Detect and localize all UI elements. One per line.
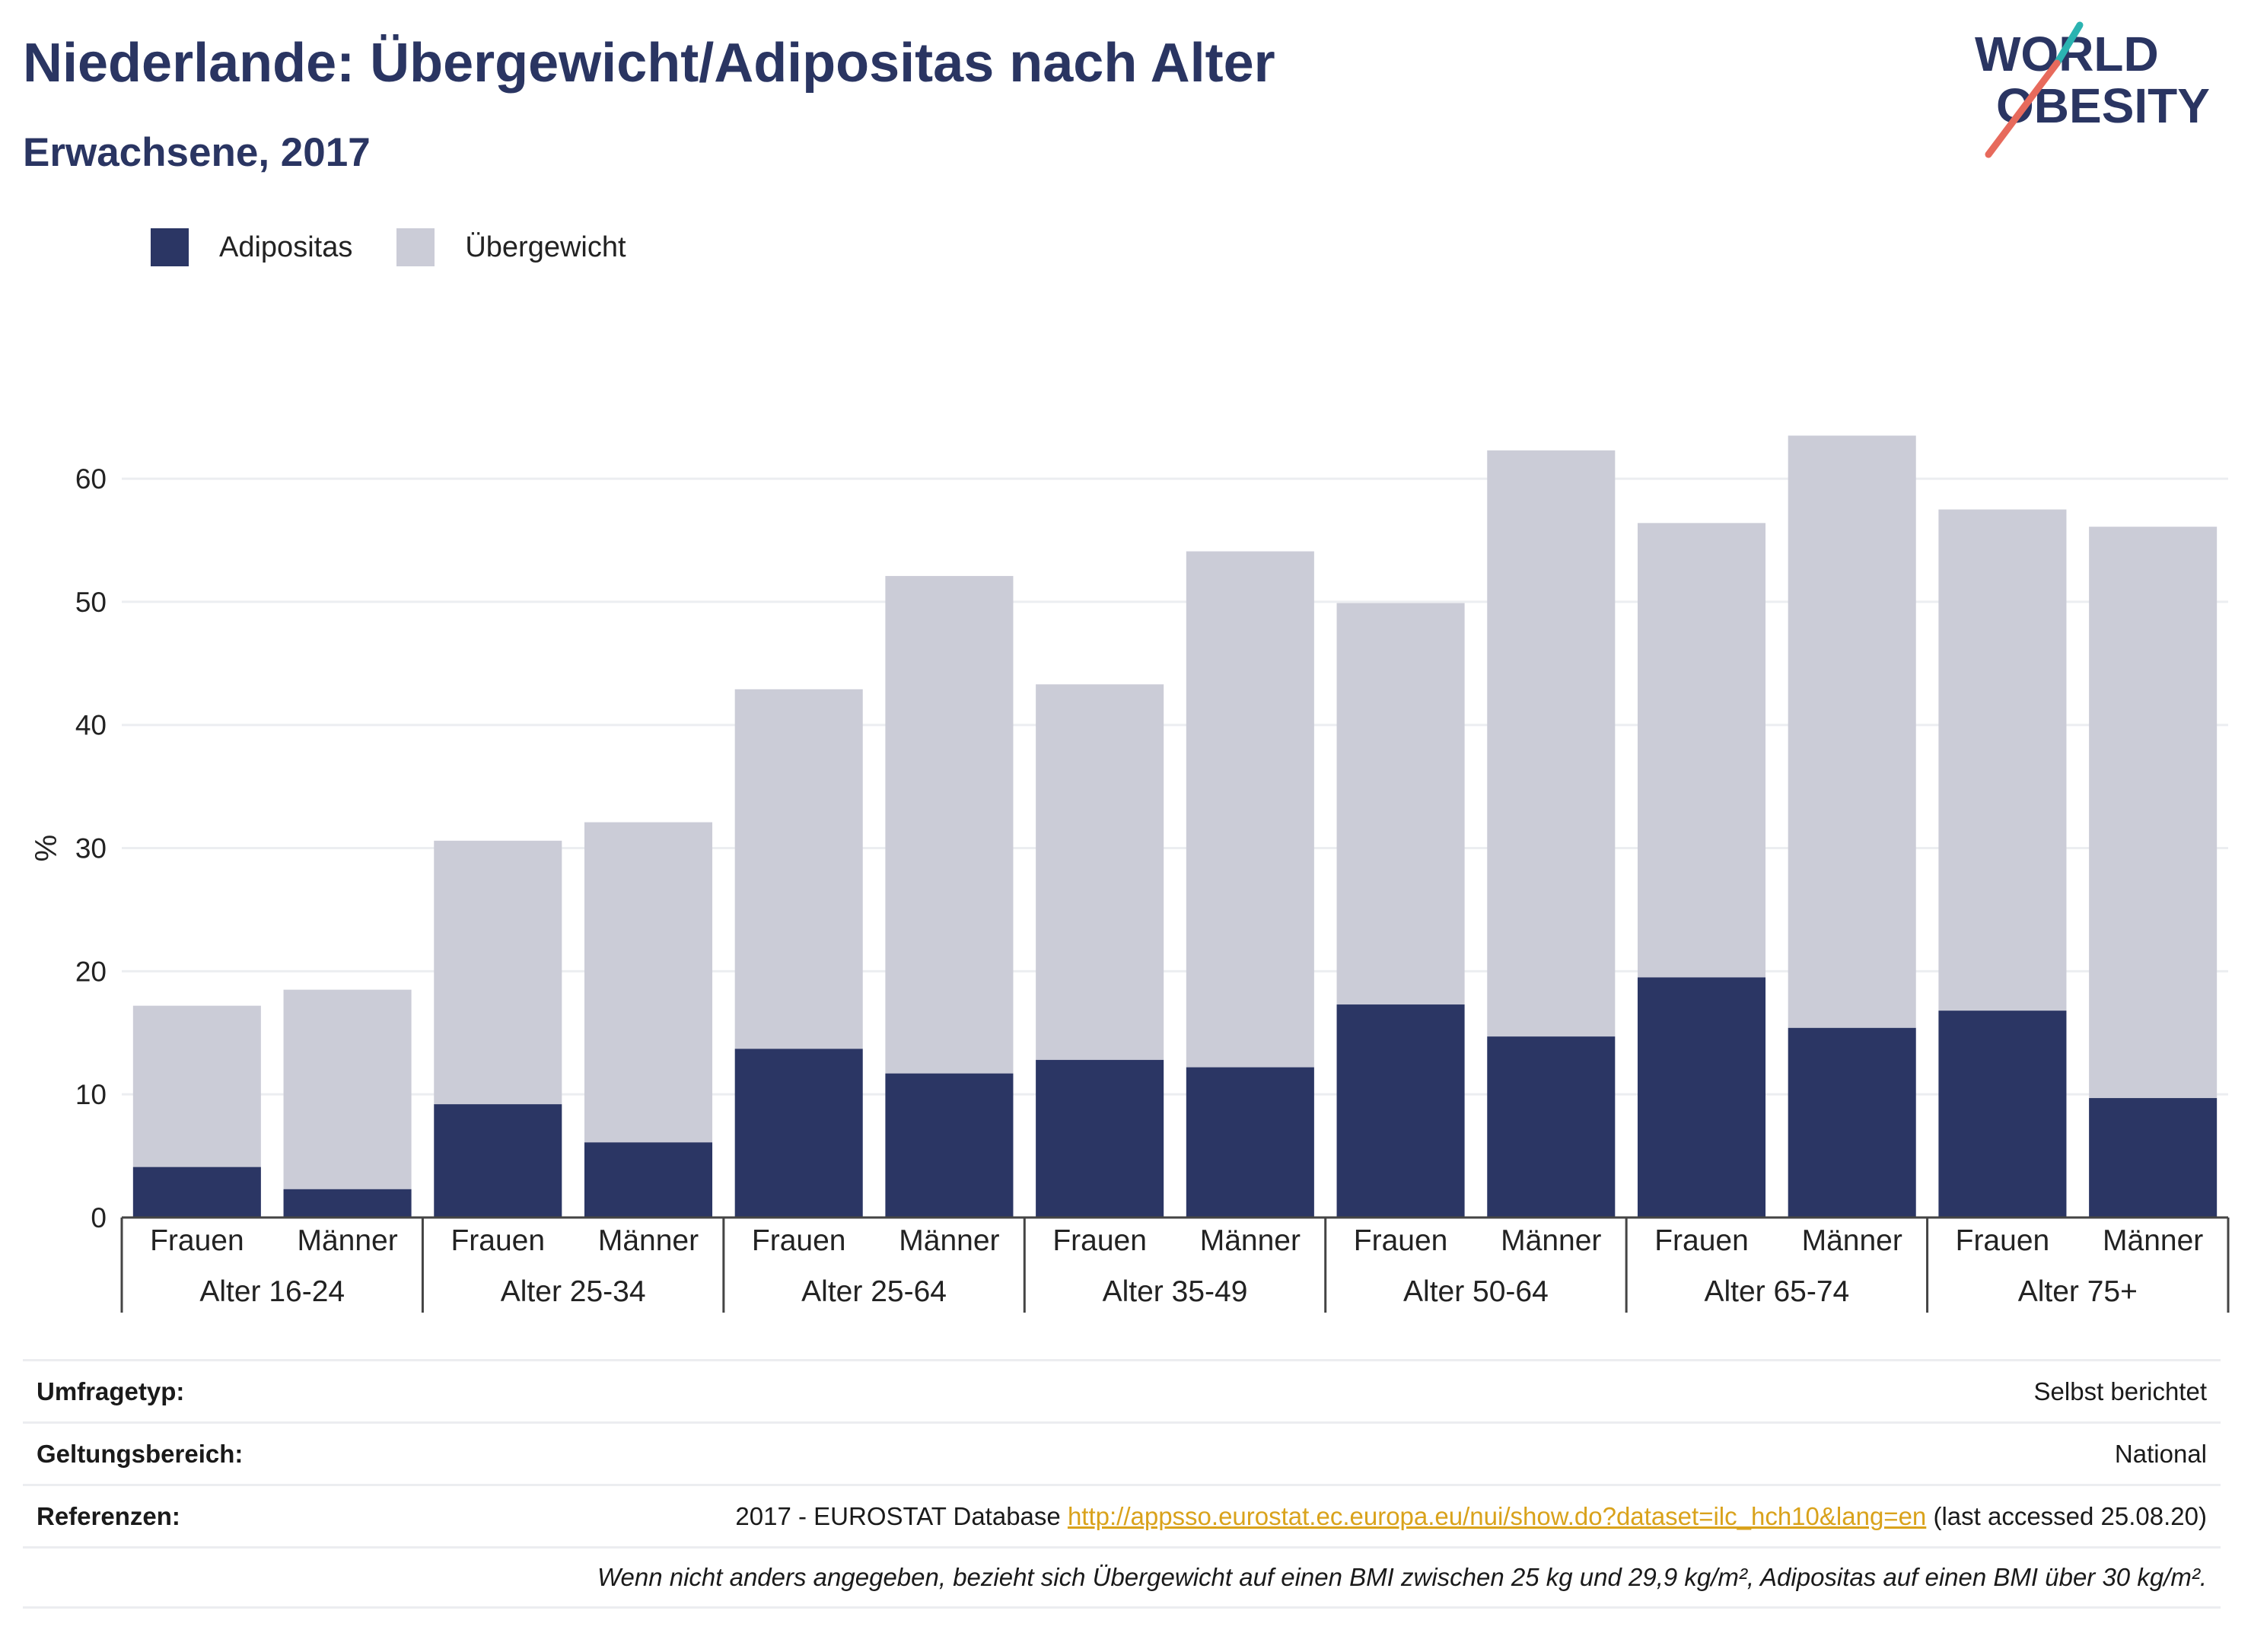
bar-adipositas — [734, 1049, 863, 1218]
references-value: 2017 - EUROSTAT Database http://appsso.e… — [735, 1502, 2207, 1531]
x-tick-label: Männer — [297, 1224, 397, 1257]
legend-item-uebergewicht: Übergewicht — [396, 228, 626, 266]
bar-uebergewicht — [1487, 450, 1616, 1037]
info-row-note: Wenn nicht anders angegeben, bezieht sic… — [23, 1546, 2221, 1609]
survey-value: Selbst berichtet — [2033, 1377, 2207, 1405]
y-axis-label: % — [30, 835, 63, 862]
bar-adipositas — [1336, 1004, 1465, 1218]
chart-subtitle: Erwachsene, 2017 — [23, 130, 371, 175]
bar-adipositas — [1186, 1067, 1314, 1218]
legend-swatch-adipositas — [151, 228, 189, 266]
group-label: Alter 25-34 — [501, 1275, 646, 1308]
group-label: Alter 50-64 — [1403, 1275, 1549, 1308]
group-label: Alter 25-64 — [801, 1275, 947, 1308]
scope-value: National — [2114, 1439, 2207, 1468]
x-tick-label: Frauen — [1354, 1224, 1448, 1257]
bar-adipositas — [584, 1142, 713, 1218]
logo-slash-teal — [2053, 21, 2084, 67]
x-tick-label: Frauen — [1956, 1224, 2050, 1257]
legend-item-adipositas: Adipositas — [151, 228, 352, 266]
bar-adipositas — [885, 1073, 1014, 1218]
bar-uebergewicht — [1637, 523, 1766, 978]
y-tick-label: 40 — [75, 710, 107, 741]
info-row-scope: Geltungsbereich: National — [23, 1421, 2221, 1484]
group-label: Alter 65-74 — [1704, 1275, 1849, 1308]
reference-link[interactable]: http://appsso.eurostat.ec.europa.eu/nui/… — [1067, 1501, 1927, 1530]
group-label: Alter 35-49 — [1103, 1275, 1248, 1308]
bar-adipositas — [2089, 1098, 2218, 1218]
bar-uebergewicht — [1788, 435, 1916, 1028]
reference-prefix: 2017 - EUROSTAT Database — [735, 1501, 1068, 1530]
x-tick-label: Frauen — [451, 1224, 545, 1257]
info-row-references: Referenzen: 2017 - EUROSTAT Database htt… — [23, 1484, 2221, 1546]
legend-label-adipositas: Adipositas — [219, 231, 353, 263]
world-obesity-logo: WORLD OBESITY — [1975, 21, 2210, 158]
x-tick-label: Frauen — [1654, 1224, 1749, 1257]
bar-adipositas — [1036, 1059, 1164, 1218]
y-tick-label: 60 — [75, 463, 107, 495]
chart-title: Niederlande: Übergewicht/Adipositas nach… — [23, 33, 1275, 94]
x-tick-label: Männer — [1200, 1224, 1301, 1257]
scope-label: Geltungsbereich: — [37, 1439, 244, 1468]
x-tick-label: Frauen — [752, 1224, 846, 1257]
bar-adipositas — [1788, 1027, 1916, 1218]
reference-suffix: (last accessed 25.08.20) — [1926, 1501, 2207, 1530]
bar-uebergewicht — [1336, 603, 1465, 1005]
bar-uebergewicht — [584, 822, 713, 1143]
bar-uebergewicht — [1938, 509, 2067, 1011]
bar-uebergewicht — [2089, 527, 2218, 1099]
bar-adipositas — [283, 1189, 412, 1218]
x-tick-label: Männer — [899, 1224, 999, 1257]
logo-text-world: WORLD — [1975, 27, 2159, 81]
legend-swatch-uebergewicht — [396, 228, 435, 266]
logo-text-obesity: OBESITY — [1996, 78, 2210, 133]
bar-adipositas — [434, 1104, 562, 1218]
bar-adipositas — [1938, 1011, 2067, 1218]
y-tick-label: 30 — [75, 833, 107, 864]
survey-label: Umfragetyp: — [37, 1377, 185, 1405]
bar-uebergewicht — [434, 840, 562, 1105]
group-label: Alter 16-24 — [199, 1275, 345, 1308]
y-tick-label: 0 — [91, 1202, 107, 1233]
info-row-survey: Umfragetyp: Selbst berichtet — [23, 1359, 2221, 1421]
chart-legend: Adipositas Übergewicht — [151, 224, 670, 270]
bar-chart: 0 10 20 30 40 50 60% Frauen Männer Frauen Männer Fr… — [30, 435, 2230, 1313]
x-tick-label: Männer — [2103, 1224, 2203, 1257]
bar-uebergewicht — [734, 689, 863, 1049]
bar-uebergewicht — [885, 575, 1014, 1074]
legend-label-uebergewicht: Übergewicht — [465, 231, 626, 263]
bar-uebergewicht — [132, 1005, 261, 1167]
y-tick-label: 50 — [75, 587, 107, 618]
x-tick-label: Männer — [1501, 1224, 1601, 1257]
bmi-note: Wenn nicht anders angegeben, bezieht sic… — [597, 1563, 2207, 1591]
info-table: Umfragetyp: Selbst berichtet Geltungsber… — [23, 1359, 2221, 1609]
x-tick-label: Männer — [1802, 1224, 1902, 1257]
group-label: Alter 75+ — [2018, 1275, 2138, 1308]
x-tick-label: Männer — [598, 1224, 699, 1257]
bar-adipositas — [1637, 977, 1766, 1218]
references-label: Referenzen: — [37, 1501, 180, 1530]
y-tick-label: 20 — [75, 956, 107, 987]
bar-uebergewicht — [1186, 551, 1314, 1068]
logo-slash-coral — [1985, 59, 2061, 158]
y-tick-label: 10 — [75, 1079, 107, 1110]
x-tick-label: Frauen — [1052, 1224, 1147, 1257]
bar-uebergewicht — [1036, 684, 1164, 1060]
bar-adipositas — [132, 1167, 261, 1218]
x-tick-label: Frauen — [150, 1224, 244, 1257]
bar-adipositas — [1487, 1036, 1616, 1218]
bar-uebergewicht — [283, 989, 412, 1189]
